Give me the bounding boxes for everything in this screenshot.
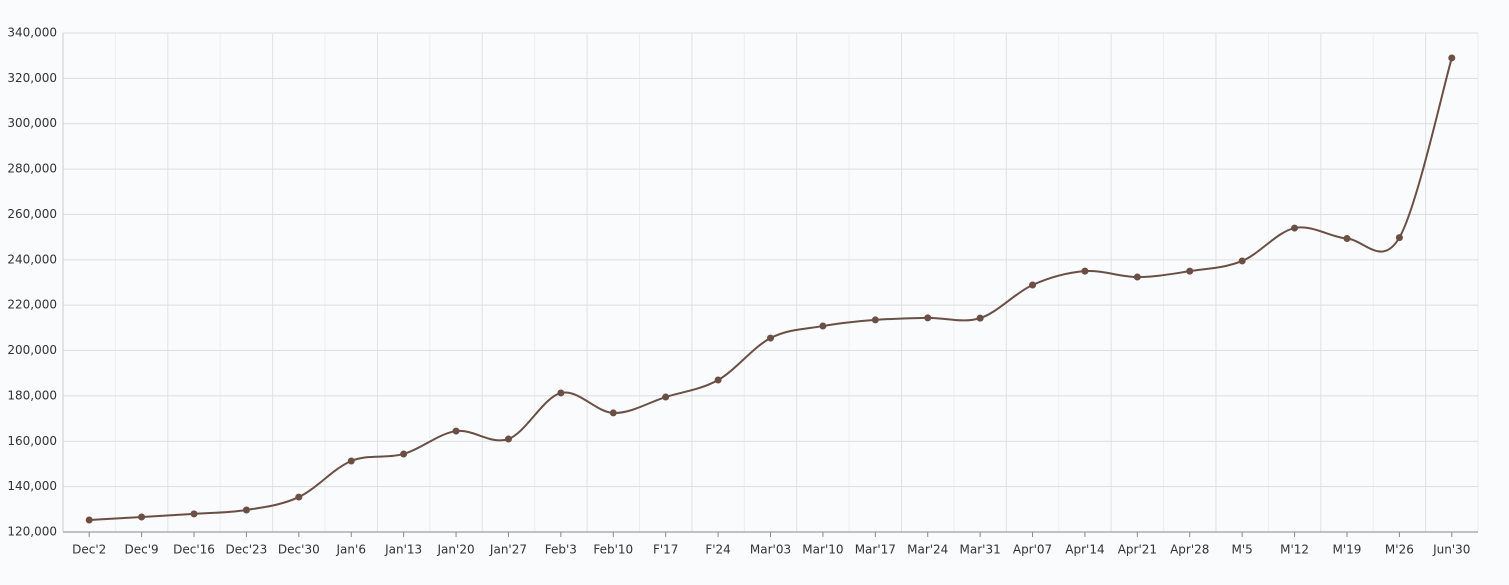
point bbox=[819, 322, 827, 330]
point bbox=[1081, 267, 1089, 275]
x-tick-label: Apr'21 bbox=[1118, 543, 1157, 557]
x-tick-label: M'5 bbox=[1232, 543, 1253, 557]
y-tick-label: 240,000 bbox=[7, 252, 57, 266]
x-tick-label: Dec'30 bbox=[278, 543, 320, 557]
point bbox=[400, 450, 408, 458]
y-tick-label: 340,000 bbox=[7, 26, 57, 40]
point bbox=[190, 510, 198, 518]
x-tick-label: Mar'24 bbox=[907, 543, 948, 557]
point bbox=[1133, 273, 1141, 281]
x-tick-label: Jan'6 bbox=[336, 543, 366, 557]
y-tick-label: 300,000 bbox=[7, 116, 57, 130]
y-tick-label: 280,000 bbox=[7, 162, 57, 176]
y-tick-label: 260,000 bbox=[7, 207, 57, 221]
x-tick-label: M'19 bbox=[1333, 543, 1362, 557]
y-tick-label: 180,000 bbox=[7, 388, 57, 402]
point bbox=[1186, 267, 1194, 275]
x-tick-label: Apr'07 bbox=[1013, 543, 1052, 557]
x-tick-label: Mar'10 bbox=[802, 543, 843, 557]
y-tick-label: 220,000 bbox=[7, 298, 57, 312]
x-tick-label: Jan'13 bbox=[384, 543, 422, 557]
x-tick-label: Jun'30 bbox=[1432, 543, 1470, 557]
point bbox=[1029, 281, 1037, 289]
x-tick-label: Jan'27 bbox=[489, 543, 527, 557]
x-tick-label: Apr'14 bbox=[1065, 543, 1104, 557]
y-tick-label: 160,000 bbox=[7, 434, 57, 448]
point bbox=[767, 334, 774, 342]
line bbox=[89, 57, 1453, 521]
x-tick-label: Mar'03 bbox=[750, 543, 791, 557]
y-tick-label: 120,000 bbox=[7, 525, 57, 539]
x-tick-label: F'24 bbox=[705, 543, 730, 557]
x-tick-label: Apr'28 bbox=[1170, 543, 1209, 557]
x-tick-label: Dec'2 bbox=[72, 543, 106, 557]
x-tick-label: Jan'20 bbox=[437, 543, 475, 557]
point bbox=[976, 314, 984, 322]
x-tick-label: M'26 bbox=[1385, 543, 1414, 557]
point bbox=[924, 314, 932, 322]
x-tick-label: M'12 bbox=[1280, 543, 1309, 557]
point bbox=[452, 427, 460, 435]
point bbox=[1343, 234, 1351, 242]
point bbox=[1238, 257, 1246, 265]
point bbox=[85, 516, 93, 524]
point bbox=[557, 389, 565, 397]
point bbox=[295, 493, 303, 501]
y-tick-label: 320,000 bbox=[7, 71, 57, 85]
x-tick-label: Dec'9 bbox=[125, 543, 159, 557]
point bbox=[609, 409, 617, 417]
point bbox=[347, 457, 355, 465]
point bbox=[1395, 234, 1403, 242]
point bbox=[1448, 54, 1456, 62]
point bbox=[662, 393, 670, 401]
x-tick-label: Feb'3 bbox=[545, 543, 577, 557]
point bbox=[138, 513, 146, 521]
x-tick-label: Mar'17 bbox=[855, 543, 896, 557]
x-tick-label: Mar'31 bbox=[960, 543, 1001, 557]
x-tick-label: Dec'16 bbox=[173, 543, 215, 557]
point bbox=[714, 376, 722, 384]
point bbox=[1291, 224, 1299, 232]
x-tick-label: F'17 bbox=[653, 543, 678, 557]
point bbox=[504, 435, 512, 443]
x-tick-label: Dec'23 bbox=[226, 543, 268, 557]
x-tick-label: Feb'10 bbox=[593, 543, 633, 557]
point bbox=[242, 506, 250, 514]
y-tick-label: 200,000 bbox=[7, 343, 57, 357]
point bbox=[871, 316, 879, 324]
y-tick-label: 140,000 bbox=[7, 479, 57, 493]
